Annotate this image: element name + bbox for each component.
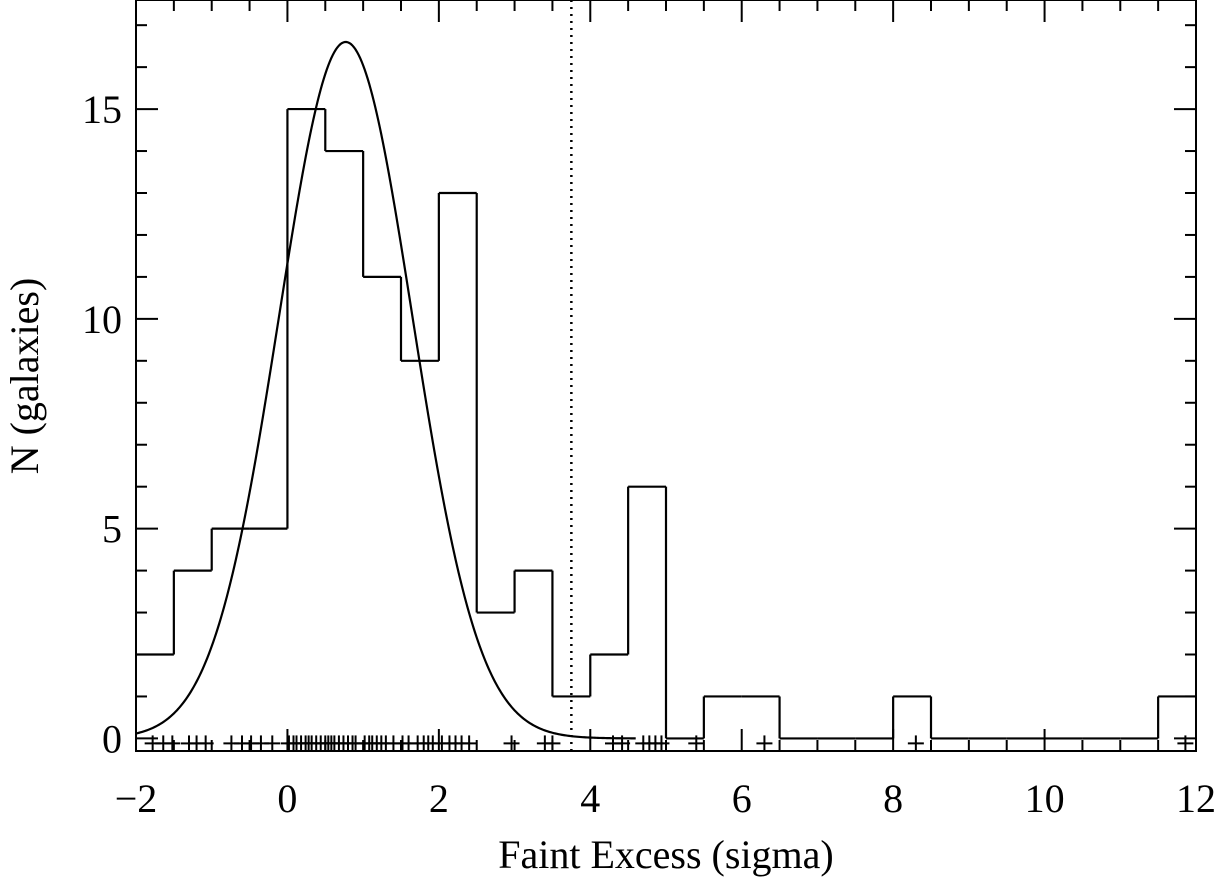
y-axis-label: N (galaxies)	[2, 278, 47, 475]
galaxy-plus-marker	[907, 735, 924, 752]
y-tick-label: 10	[82, 297, 122, 342]
x-axis-label: Faint Excess (sigma)	[498, 832, 834, 877]
x-tick-label: −2	[115, 776, 158, 821]
galaxy-plus-marker	[614, 735, 631, 752]
x-tick-label: 6	[732, 776, 752, 821]
x-tick-label: 0	[277, 776, 297, 821]
galaxy-plus-marker	[197, 735, 214, 752]
galaxy-plus-marker	[264, 735, 281, 752]
x-tick-label: 2	[429, 776, 449, 821]
x-tick-label: 8	[883, 776, 903, 821]
galaxy-plus-marker	[164, 735, 181, 752]
galaxy-plus-marker	[1177, 735, 1194, 752]
galaxy-plus-marker	[461, 735, 478, 752]
galaxy-plus-marker	[688, 735, 705, 752]
y-tick-label: 15	[82, 87, 122, 132]
galaxy-plus-marker	[653, 735, 670, 752]
y-tick-label: 5	[102, 507, 122, 552]
x-tick-label: 12	[1176, 776, 1216, 821]
x-tick-label: 10	[1025, 776, 1065, 821]
galaxy-plus-marker	[544, 735, 561, 752]
x-tick-label: 4	[580, 776, 600, 821]
galaxy-plus-marker	[503, 735, 520, 752]
gaussian-fit-curve	[135, 40, 636, 740]
y-tick-label: 0	[102, 716, 122, 761]
galaxy-plus-marker	[756, 735, 773, 752]
